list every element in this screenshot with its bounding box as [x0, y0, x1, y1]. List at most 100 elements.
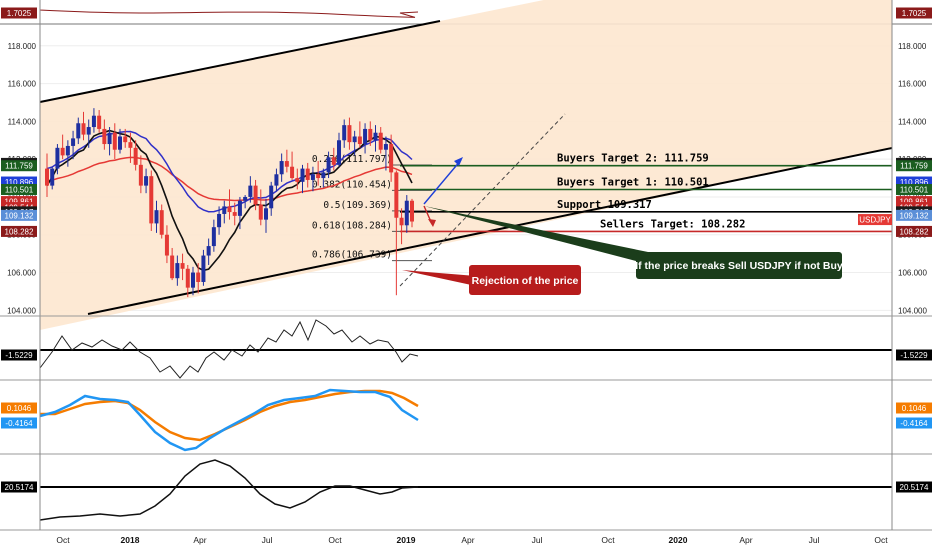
time-tick: 2020 — [669, 535, 688, 545]
ind3-badge-right-box — [896, 481, 932, 493]
rejection-callout-box — [469, 265, 581, 295]
candle-body — [269, 185, 274, 209]
price-badge-right-box — [896, 176, 932, 188]
candle-body — [378, 132, 383, 150]
ind3-badge-right-text: 20.5174 — [900, 483, 929, 492]
projection-arrows — [423, 157, 463, 227]
candle-body — [227, 206, 232, 213]
price-badge-left-text: 108.282 — [5, 227, 34, 236]
price-badge-right-text: 111.759 — [900, 162, 928, 171]
ind2-blue-badge-left-box — [1, 417, 37, 429]
time-tick: Apr — [193, 535, 206, 545]
time-tick: Oct — [56, 535, 70, 545]
ind2-blue-badge-left-text: -0.4164 — [5, 419, 33, 428]
candle-body — [128, 142, 133, 148]
candle-body — [86, 127, 91, 135]
dashed-trend-line — [399, 113, 566, 287]
candle-body — [65, 145, 70, 156]
indicator-2-panel — [0, 388, 932, 455]
rejection-callout-pointer — [402, 270, 476, 286]
candle-body — [91, 115, 96, 128]
candle-body — [97, 115, 102, 129]
symbol-badge-box — [858, 214, 892, 226]
price-badge-left-box — [1, 225, 37, 237]
candle-body — [326, 157, 331, 173]
candle-body — [180, 263, 185, 269]
candle-body — [191, 272, 195, 288]
ind2-orange-badge-left-text: 0.1046 — [7, 404, 32, 413]
sell-callout-pointer — [424, 206, 648, 262]
top-badge-right-text: 1.7025 — [902, 9, 927, 18]
candle-body — [159, 210, 164, 235]
candle-body — [404, 200, 409, 226]
rejection-callout-text: Rejection of the price — [472, 275, 579, 287]
price-badge-left-text: 111.759 — [5, 162, 33, 171]
candle-body — [170, 255, 175, 279]
price-badge-right-text: 110.896 — [900, 178, 929, 187]
candle-body — [118, 136, 122, 150]
candle-body — [394, 172, 399, 218]
candle-body — [217, 213, 222, 228]
time-tick: Jul — [532, 535, 543, 545]
price-badge-right-text: 108.282 — [900, 227, 929, 236]
candle-body — [45, 168, 49, 186]
price-badge-left-box — [1, 209, 37, 221]
fib-label: 0.786(106.739) — [312, 250, 392, 261]
ind3-badge-left-text: 20.5174 — [5, 483, 34, 492]
ind2-orange-badge-right-box — [896, 402, 932, 414]
sell-arrow-head — [428, 219, 436, 227]
top-indicator — [39, 9, 419, 18]
symbol-badge-text: USDJPY — [859, 216, 891, 225]
price-badge-right-box — [896, 225, 932, 237]
candle-body — [300, 168, 305, 182]
candle-body — [232, 212, 237, 216]
candle-body — [211, 227, 216, 247]
price-badge-left-box — [1, 176, 37, 188]
candle-body — [337, 140, 341, 165]
candle-body — [201, 255, 206, 282]
ind1-badge-right-box — [896, 349, 932, 361]
candle-body — [175, 263, 180, 279]
candle-body — [196, 272, 201, 282]
candle-body — [295, 178, 300, 182]
price-tick-right: 118.000 — [898, 42, 927, 51]
time-tick: Oct — [601, 535, 615, 545]
price-tick-left: 116.000 — [8, 80, 37, 89]
price-tick-left: 104.000 — [7, 306, 36, 315]
candle-body — [305, 168, 310, 180]
candle-body — [264, 208, 268, 220]
ind1-badge-right-text: -1.5229 — [900, 351, 928, 360]
candle-body — [342, 125, 347, 141]
candle-body — [347, 125, 352, 143]
indicator-1-line — [39, 319, 419, 379]
top-badge-right-box — [896, 7, 932, 19]
candle-body — [373, 132, 378, 141]
candle-body — [316, 174, 321, 179]
candle-body — [133, 147, 138, 165]
ind1-badge-left-text: -1.5229 — [5, 351, 33, 360]
candle-body — [363, 128, 368, 145]
candle-body — [321, 172, 326, 179]
candle-body — [102, 128, 107, 145]
target-levels: Buyers Target 2: 111.759 Buyers Target 1:… — [400, 153, 892, 233]
candle-body — [206, 246, 211, 256]
sell-callout-text: If the price breaks Sell USDJPY if not B… — [635, 260, 843, 272]
top-badge-left-box — [1, 7, 37, 19]
ind2-blue-badge-right-box — [896, 417, 932, 429]
time-tick: Apr — [739, 535, 752, 545]
top-indicator-line — [39, 9, 419, 18]
candle-body — [112, 132, 117, 150]
candle-body — [253, 185, 258, 205]
candle-body — [410, 200, 414, 222]
time-tick: Jul — [262, 535, 273, 545]
level-label: Sellers Target: 108.282 — [600, 218, 745, 230]
candle-body — [60, 147, 65, 156]
candle-body — [290, 166, 295, 179]
candle-body — [279, 161, 284, 175]
price-badge-right-box — [896, 209, 932, 221]
ind3-badge-left-box — [1, 481, 37, 493]
time-tick: Oct — [328, 535, 342, 545]
price-badge-left-box — [1, 196, 37, 208]
